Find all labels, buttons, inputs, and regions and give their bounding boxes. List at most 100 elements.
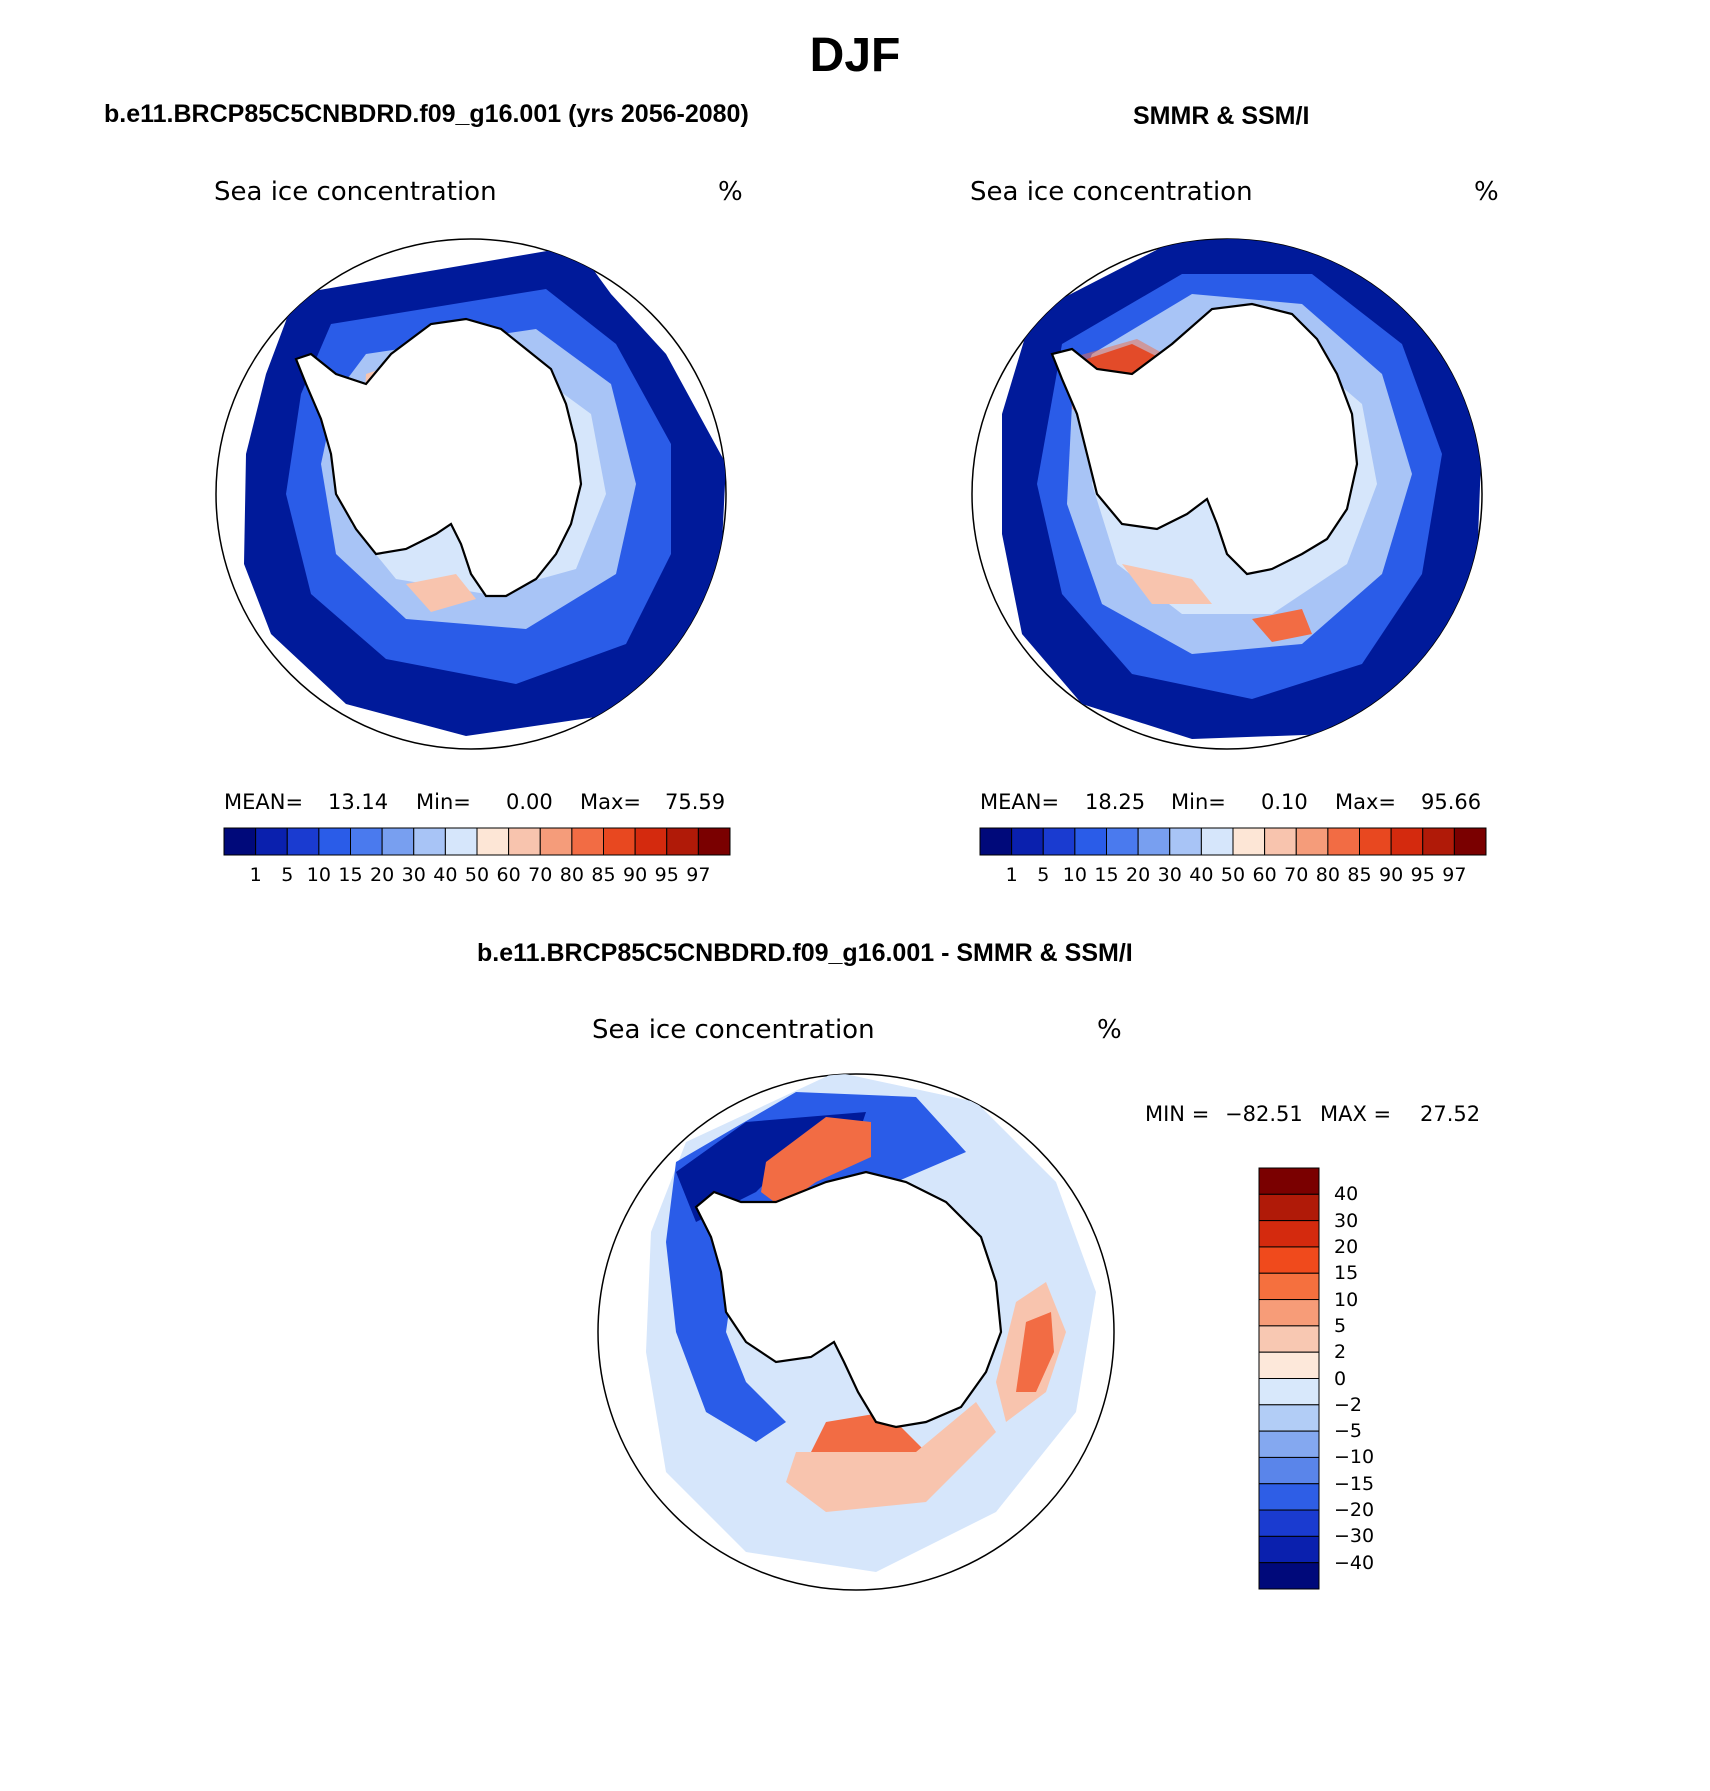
diff-colorbar-tick-label: 0	[1334, 1367, 1347, 1390]
panel-2-max-label: Max=	[1335, 790, 1397, 814]
antarctica-landmass	[694, 1170, 1003, 1429]
colorbar-swatch	[1137, 827, 1171, 856]
colorbar-tick-label: 85	[591, 864, 616, 886]
diff-colorbar-swatch	[1258, 1299, 1320, 1327]
diff-max-value: 27.52	[1420, 1102, 1481, 1126]
colorbar-tick-label: 30	[401, 864, 426, 886]
colorbar-swatch	[350, 827, 383, 856]
diff-colorbar	[1258, 1167, 1320, 1590]
diff-colorbar-swatch	[1258, 1220, 1320, 1248]
colorbar-swatch	[603, 827, 636, 856]
panel-1-min-value: 0.00	[506, 790, 553, 814]
colorbar-tick-label: 50	[1220, 864, 1246, 886]
panel-2-map	[971, 238, 1483, 750]
diff-map	[597, 1073, 1115, 1591]
diff-panel-subtitle: b.e11.BRCP85C5CNBDRD.f09_g16.001 - SMMR …	[477, 939, 1133, 967]
colorbar-tick-label: 85	[1347, 864, 1372, 886]
diff-colorbar-tick-label: −15	[1334, 1472, 1375, 1495]
diff-colorbar-swatch	[1258, 1404, 1320, 1432]
panel-1-unit: %	[718, 177, 743, 207]
diff-colorbar-swatch	[1258, 1351, 1320, 1379]
colorbar-swatch	[1106, 827, 1139, 856]
diff-colorbar-swatch	[1258, 1535, 1320, 1564]
colorbar-swatch	[1074, 827, 1107, 856]
panel-1-max-value: 75.59	[665, 790, 726, 814]
panel-2-mean-label: MEAN=	[980, 790, 1060, 814]
colorbar-swatch	[571, 827, 604, 856]
colorbar-swatch	[1264, 827, 1297, 856]
ice-patch-amundsen	[1122, 564, 1212, 604]
panel-2-max-value: 95.66	[1421, 790, 1482, 814]
diff-colorbar-tick-label: 10	[1334, 1288, 1359, 1311]
colorbar-swatch	[1042, 827, 1076, 856]
colorbar-swatch	[476, 827, 510, 856]
colorbar-tick-label: 50	[464, 864, 490, 886]
colorbar-swatch	[381, 827, 415, 856]
diff-colorbar-tick-label: −10	[1334, 1446, 1375, 1469]
diff-colorbar-ticks: 40 30 20 15 10 5 2 0 −2 −5 −10 −15 −20 −30 −40	[1330, 1168, 1420, 1589]
diff-colorbar-swatch	[1258, 1430, 1320, 1458]
colorbar-tick-label: 15	[1094, 864, 1119, 886]
colorbar-tick-label: 70	[1284, 864, 1309, 886]
colorbar-swatch	[318, 827, 351, 856]
page-title: DJF	[809, 29, 901, 82]
colorbar-swatch	[444, 827, 478, 856]
panel-2-subtitle: SMMR & SSM/I	[1133, 102, 1310, 130]
colorbar-swatch	[539, 827, 573, 856]
colorbar-tick-label: 90	[1379, 864, 1404, 886]
diff-colorbar-swatch	[1258, 1509, 1320, 1537]
colorbar-tick-label: 60	[1252, 864, 1277, 886]
colorbar-tick-label: 40	[1189, 864, 1214, 886]
panel-2-colorbar	[979, 827, 1487, 856]
colorbar-swatch	[1422, 827, 1455, 856]
colorbar-tick-label: 20	[1126, 864, 1151, 886]
colorbar-swatch	[1232, 827, 1266, 856]
colorbar-tick-label: 5	[1037, 864, 1050, 886]
colorbar-tick-label: 95	[1410, 864, 1435, 886]
panel-2-mean-value: 18.25	[1085, 790, 1146, 814]
antarctica-landmass	[1050, 302, 1359, 576]
panel-2-field-label: Sea ice concentration	[970, 177, 1253, 207]
colorbar-tick-label: 97	[1442, 864, 1467, 886]
colorbar-tick-label: 10	[1062, 864, 1087, 886]
panel-1-mean-label: MEAN=	[224, 790, 304, 814]
panel-1-map	[215, 238, 727, 750]
diff-min-label: MIN =	[1145, 1102, 1210, 1126]
colorbar-tick-label: 5	[281, 864, 294, 886]
panel-1-mean-value: 13.14	[328, 790, 389, 814]
diff-colorbar-swatch	[1258, 1272, 1320, 1301]
diff-colorbar-swatch	[1258, 1378, 1320, 1406]
colorbar-tick-label: 30	[1157, 864, 1182, 886]
colorbar-swatch	[255, 827, 288, 856]
colorbar-swatch	[1327, 827, 1360, 856]
panel-1-colorbar	[223, 827, 731, 856]
colorbar-swatch	[508, 827, 541, 856]
colorbar-tick-label: 1	[249, 864, 262, 886]
diff-colorbar-tick-label: −5	[1334, 1420, 1363, 1443]
colorbar-tick-label: 70	[528, 864, 553, 886]
colorbar-swatch	[979, 827, 1013, 856]
panel-1-min-label: Min=	[416, 790, 471, 814]
panel-2-min-label: Min=	[1171, 790, 1226, 814]
panel-1-max-label: Max=	[580, 790, 642, 814]
diff-colorbar-tick-label: 30	[1334, 1209, 1359, 1232]
colorbar-tick-label: 97	[686, 864, 711, 886]
diff-colorbar-swatch	[1258, 1483, 1320, 1511]
diff-colorbar-tick-label: 2	[1334, 1341, 1347, 1364]
diff-colorbar-tick-label: −30	[1334, 1525, 1375, 1548]
diff-colorbar-tick-label: −20	[1334, 1499, 1375, 1522]
colorbar-swatch	[1390, 827, 1424, 856]
colorbar-swatch	[697, 827, 731, 856]
colorbar-tick-label: 80	[1315, 864, 1340, 886]
colorbar-swatch	[634, 827, 668, 856]
diff-patch-east-strong	[1016, 1312, 1054, 1392]
colorbar-swatch	[1011, 827, 1044, 856]
diff-colorbar-swatch	[1258, 1325, 1320, 1353]
colorbar-tick-label: 90	[623, 864, 648, 886]
colorbar-tick-label: 20	[370, 864, 395, 886]
diff-min-value: −82.51	[1225, 1102, 1303, 1126]
diff-colorbar-tick-label: 15	[1334, 1262, 1359, 1285]
diff-colorbar-tick-label: −40	[1334, 1551, 1375, 1574]
colorbar-swatch	[1359, 827, 1392, 856]
panel-2-colorbar-ticks: 1 5 10 15 20 30 40 50 60 70 80 85 90 95 97	[980, 864, 1486, 888]
